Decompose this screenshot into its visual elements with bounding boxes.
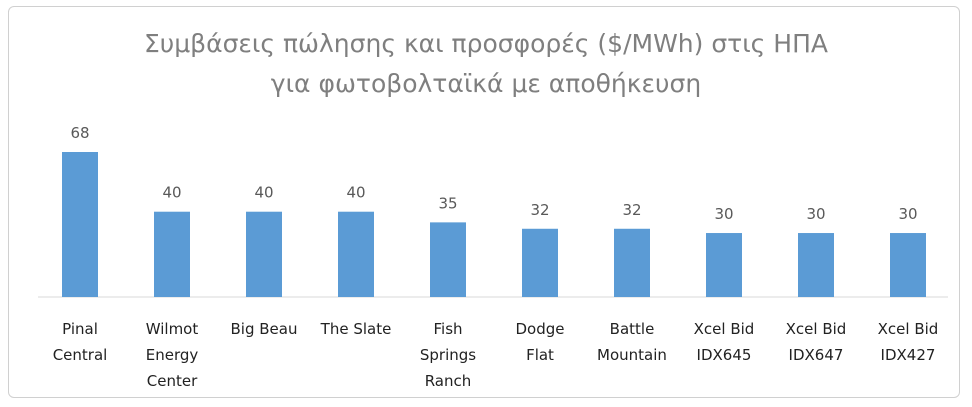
bar (798, 233, 834, 297)
bar (706, 233, 742, 297)
bar (62, 152, 98, 297)
bar (430, 222, 466, 297)
data-label: 40 (162, 184, 181, 202)
data-label: 68 (70, 124, 89, 142)
x-tick-label: Battle Mountain (597, 320, 667, 364)
x-tick-label: Fish Springs Ranch (419, 320, 477, 390)
data-label: 32 (530, 201, 549, 219)
x-tick-label: Pinal Central (52, 320, 108, 364)
data-label: 30 (714, 205, 733, 223)
x-tick-label: The Slate (320, 320, 392, 338)
data-label: 40 (346, 184, 365, 202)
bar (338, 211, 374, 297)
bar (614, 228, 650, 297)
x-tick-label: Wilmot Energy Center (145, 320, 199, 390)
bar (154, 211, 190, 297)
data-label: 40 (254, 184, 273, 202)
data-label: 35 (438, 194, 457, 212)
x-tick-label: Xcel Bid IDX645 (693, 320, 755, 364)
data-label: 30 (806, 205, 825, 223)
chart-frame (8, 6, 960, 398)
bar (890, 233, 926, 297)
x-tick-label: Big Beau (230, 320, 298, 338)
bar (522, 228, 558, 297)
x-tick-label: Dodge Flat (515, 320, 565, 364)
x-tick-label: Xcel Bid IDX427 (877, 320, 939, 364)
data-label: 32 (622, 201, 641, 219)
chart-title: Συμβάσεις πώλησης και προσφορές ($/MWh) … (143, 29, 829, 98)
data-label: 30 (898, 205, 917, 223)
bar (246, 211, 282, 297)
x-tick-label: Xcel Bid IDX647 (785, 320, 847, 364)
